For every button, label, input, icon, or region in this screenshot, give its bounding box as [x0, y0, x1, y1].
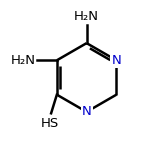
Text: H₂N: H₂N [11, 54, 36, 67]
Text: N: N [82, 105, 92, 118]
Text: N: N [112, 54, 121, 67]
Text: HS: HS [41, 117, 59, 130]
Text: H₂N: H₂N [74, 10, 99, 23]
